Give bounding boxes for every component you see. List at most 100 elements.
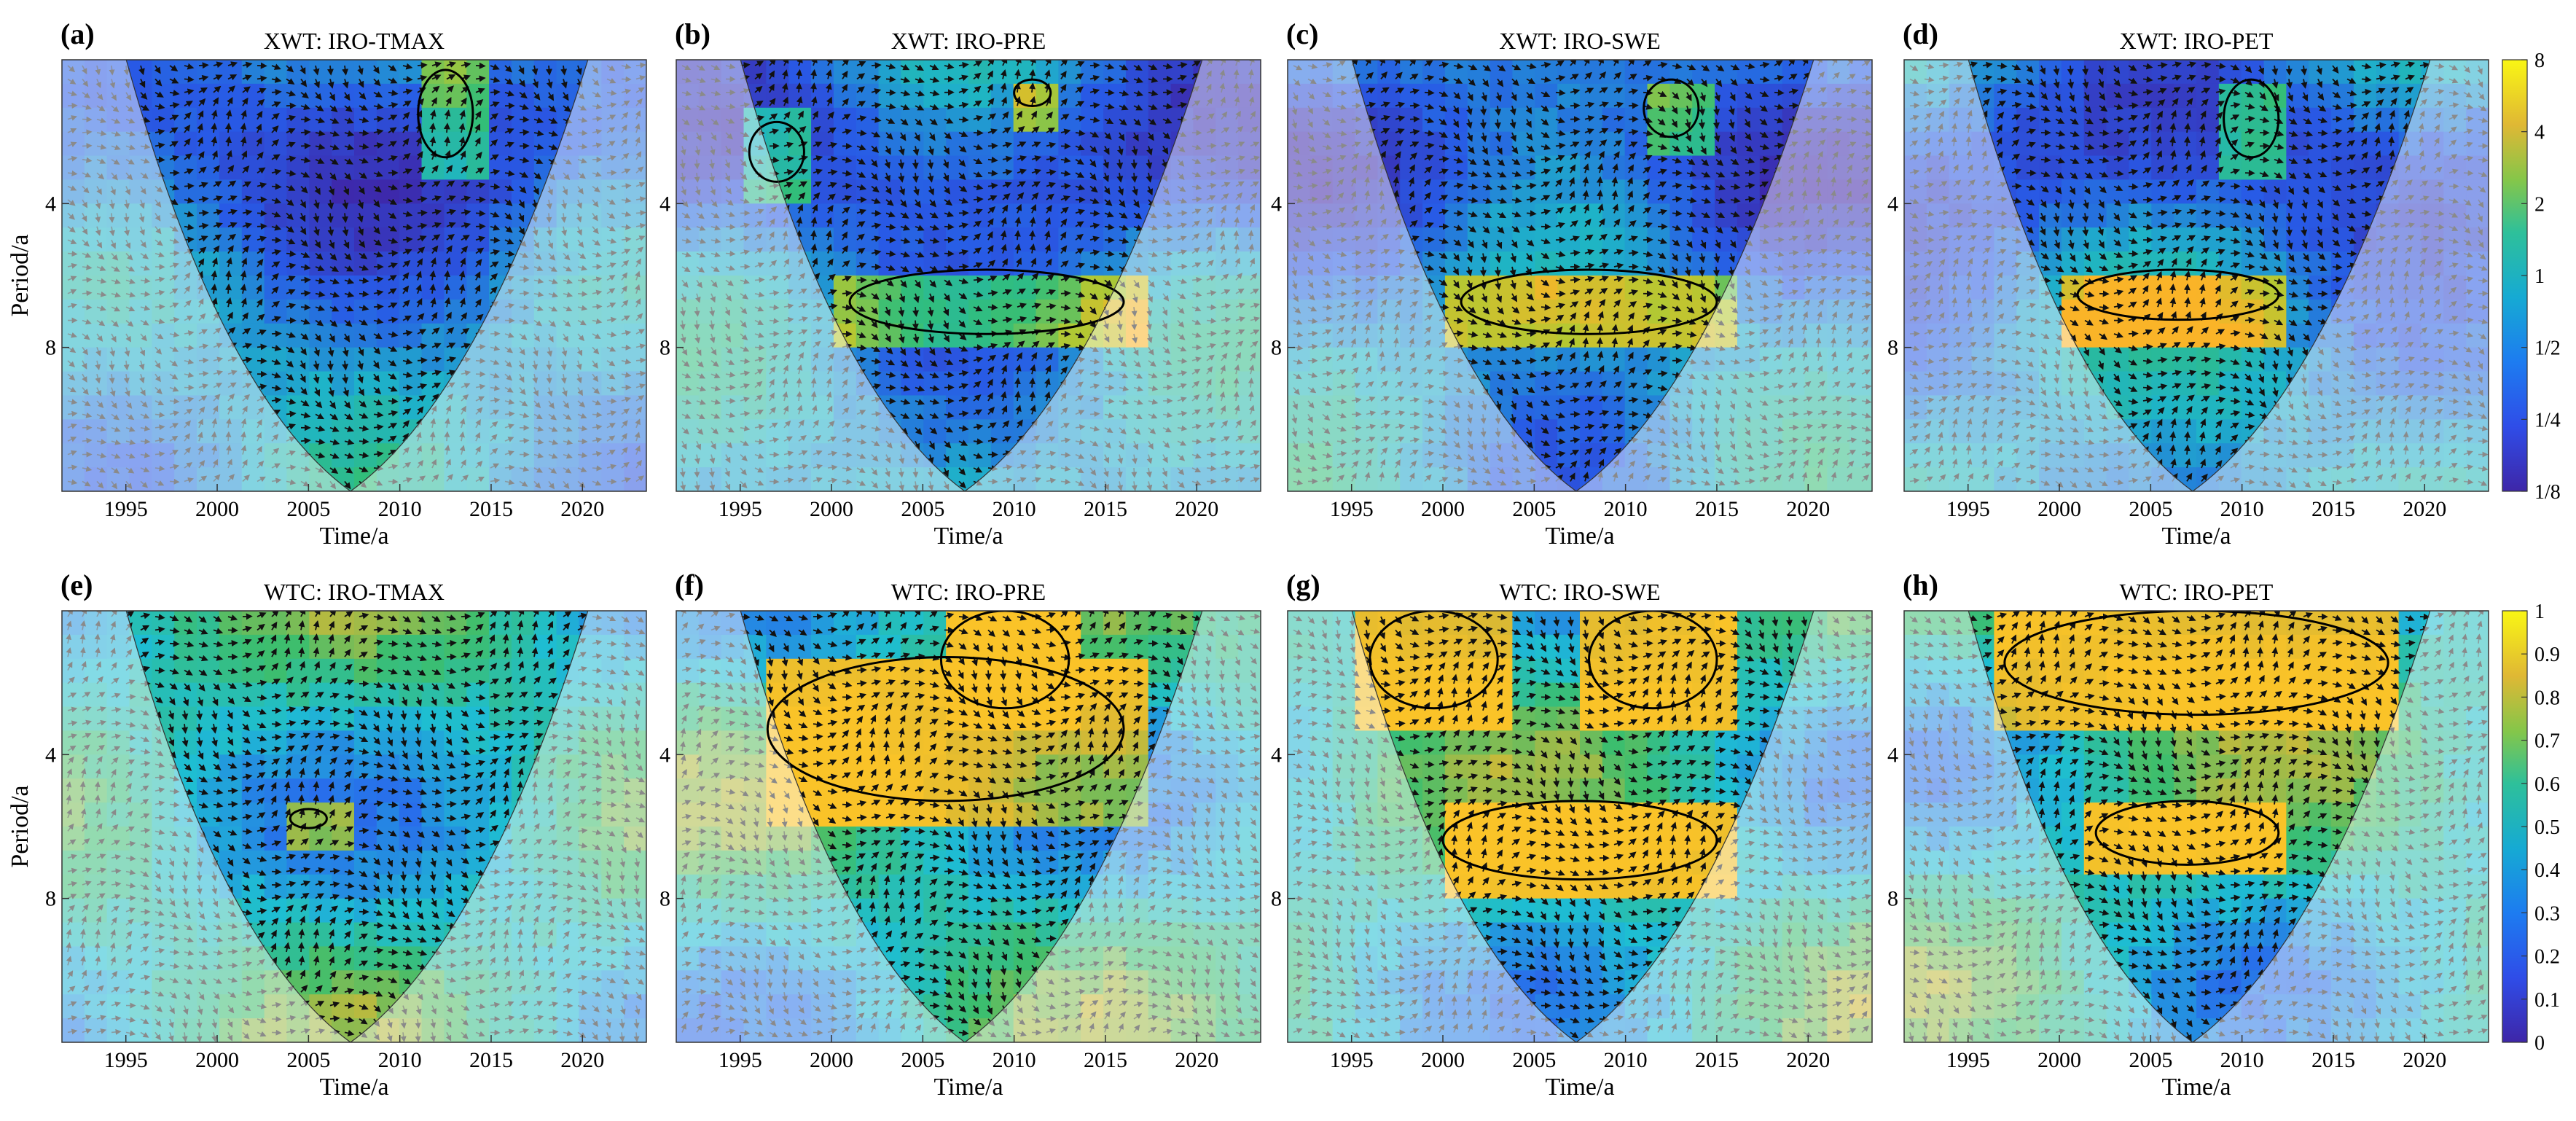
colorbar-tick-label: 0.5 [2534,816,2560,839]
x-tick-label: 2010 [1604,1048,1648,1072]
panel-letter: (g) [1286,569,1320,601]
x-tick-label: 2010 [2220,497,2264,521]
colorbar-tick-label: 8 [2534,50,2545,72]
x-tick-label: 1995 [1946,1048,1990,1072]
y-tick-label: 4 [1271,743,1282,767]
x-axis-label: Time/a [933,523,1003,550]
x-tick-label: 2000 [1421,1048,1465,1072]
panel-d: 1995 2000 2005 2010 2015 2020 Time/a 4 8 (d) XWT: … [1887,17,2489,550]
x-tick-label: 2015 [1695,1048,1739,1072]
x-tick-label: 2015 [1084,1048,1127,1072]
heatmap-body [1288,611,1872,1042]
heatmap-body [1904,611,2489,1042]
heatmap-body [676,611,1261,1042]
x-tick-label: 2015 [469,497,513,521]
panel-h: 1995 2000 2005 2010 2015 2020 Time/a 4 8 (h) WTC: … [1887,569,2489,1101]
x-tick-label: 1995 [104,497,148,521]
heatmap-body [676,60,1261,491]
y-tick-label: 4 [659,743,670,767]
y-tick-label: 8 [1271,887,1282,911]
x-tick-label: 2020 [560,1048,604,1072]
heatmap-body [62,611,646,1042]
colorbar-tick-label: 0.4 [2534,859,2560,882]
y-tick-label: 8 [659,336,670,360]
panel-title: WTC: IRO-TMAX [264,579,445,605]
colorbar-tick-label: 1/4 [2534,409,2561,431]
x-tick-label: 2005 [901,497,944,521]
x-tick-label: 1995 [104,1048,148,1072]
heatmap-body [1288,60,1872,491]
panel-letter: (e) [60,569,93,601]
x-tick-label: 2020 [2403,1048,2446,1072]
y-axis-label: Period/a [7,785,34,867]
y-tick-label: 8 [45,887,56,911]
panel-title: WTC: IRO-PRE [891,579,1046,605]
colorbar-tick-label: 1/8 [2534,481,2561,504]
x-tick-label: 2015 [2311,497,2355,521]
panel-letter: (b) [675,17,710,50]
x-tick-label: 2010 [378,1048,422,1072]
x-axis-label: Time/a [1545,1074,1614,1101]
x-tick-label: 2015 [1084,497,1127,521]
x-tick-label: 2020 [560,497,604,521]
panel-c: 1995 2000 2005 2010 2015 2020 Time/a 4 8 (c) XWT: … [1271,17,1873,550]
x-tick-label: 2020 [1175,497,1218,521]
x-axis-label: Time/a [1545,523,1614,550]
y-tick-label: 4 [45,192,56,216]
panel-title: XWT: IRO-PET [2120,28,2274,54]
colorbar-tick-label: 0.7 [2534,730,2560,753]
heatmap-body [62,60,646,491]
x-tick-label: 1995 [1946,497,1990,521]
panel-letter: (c) [1286,17,1318,50]
heatmap-body [1904,60,2489,491]
panel-title: XWT: IRO-TMAX [264,28,445,54]
x-tick-label: 2010 [993,497,1036,521]
x-axis-label: Time/a [933,1074,1003,1101]
panel-a: 1995 2000 2005 2010 2015 2020 Time/a 4 8 Period/a… [7,17,647,550]
x-tick-label: 2005 [286,497,330,521]
x-tick-label: 2000 [2037,1048,2081,1072]
panel-b: 1995 2000 2005 2010 2015 2020 Time/a 4 8 (b) XWT: … [659,17,1261,550]
panel-title: WTC: IRO-SWE [1499,579,1660,605]
colorbar-xwt: 8 4 2 1 1/2 1/4 1/8 [2502,50,2561,504]
y-tick-label: 8 [1271,336,1282,360]
y-tick-label: 4 [45,743,56,767]
colorbar-tick-label: 1 [2534,601,2545,623]
colorbar-tick-label: 1/2 [2534,337,2561,360]
x-tick-label: 2020 [1786,497,1830,521]
x-axis-label: Time/a [2161,523,2231,550]
colorbar-tick-label: 0.3 [2534,902,2560,925]
x-tick-label: 2000 [810,1048,853,1072]
x-tick-label: 2000 [195,1048,239,1072]
x-tick-label: 2005 [901,1048,944,1072]
x-tick-label: 1995 [1330,1048,1374,1072]
colorbar-wtc: 1 0.9 0.8 0.7 0.6 0.5 0.4 0.3 0.2 0.1 0 [2502,601,2560,1055]
x-tick-label: 1995 [719,497,762,521]
y-tick-label: 8 [1887,336,1898,360]
colorbar-tick-label: 0.6 [2534,773,2560,796]
panel-title: XWT: IRO-PRE [891,28,1046,54]
x-tick-label: 2010 [378,497,422,521]
x-tick-label: 2010 [1604,497,1648,521]
x-tick-label: 2015 [1695,497,1739,521]
colorbar-tick-label: 1 [2534,265,2545,288]
x-tick-label: 2000 [2037,497,2081,521]
panel-title: XWT: IRO-SWE [1499,28,1660,54]
panel-letter: (f) [675,569,704,601]
x-tick-label: 2005 [2129,497,2172,521]
x-tick-label: 2010 [993,1048,1036,1072]
colorbar-tick-label: 0.8 [2534,687,2560,709]
panel-letter: (d) [1903,17,1938,50]
x-tick-label: 2020 [1786,1048,1830,1072]
panel-title: WTC: IRO-PET [2120,579,2274,605]
panel-e: 1995 2000 2005 2010 2015 2020 Time/a 4 8 Period/a… [7,569,647,1101]
x-tick-label: 2015 [2311,1048,2355,1072]
x-tick-label: 2000 [1421,497,1465,521]
panel-f: 1995 2000 2005 2010 2015 2020 Time/a 4 8 (f) WTC: … [659,569,1261,1101]
x-tick-label: 1995 [719,1048,762,1072]
x-tick-label: 2020 [1175,1048,1218,1072]
y-tick-label: 8 [1887,887,1898,911]
panel-letter: (h) [1903,569,1938,601]
x-tick-label: 2005 [1512,497,1556,521]
